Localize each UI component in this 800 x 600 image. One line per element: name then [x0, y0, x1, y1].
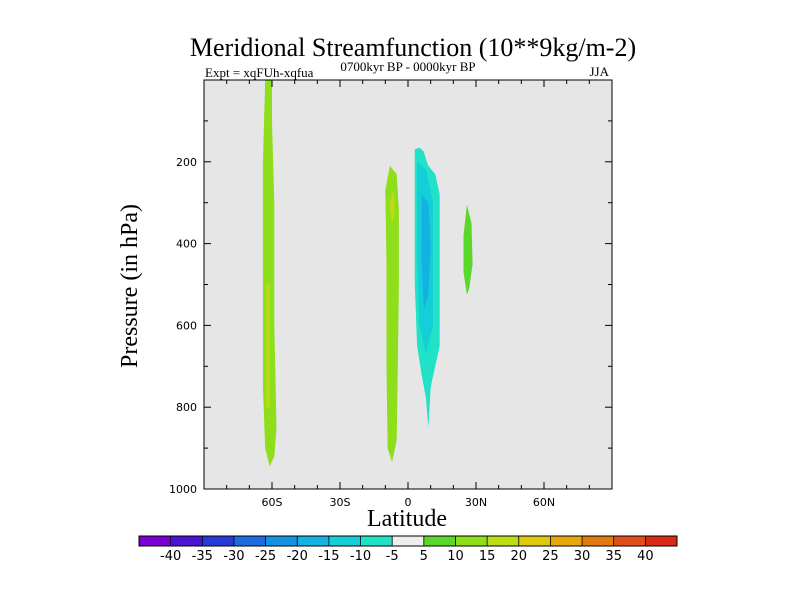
y-axis-label: Pressure (in hPa)	[117, 204, 143, 368]
contour-region-4	[463, 204, 473, 295]
x-axis: 60S 30S 0 30N 60N	[203, 80, 613, 509]
contour-layer	[262, 80, 473, 467]
colorbar-swatch	[202, 536, 235, 546]
colorbar-swatch	[423, 536, 456, 546]
colorbar-level-label: -20	[287, 549, 308, 564]
colorbar-level-label: 30	[574, 549, 591, 564]
x-tick-label: 30S	[330, 496, 351, 509]
colorbar-level-label: 15	[479, 549, 496, 564]
colorbar-level-label: -40	[160, 549, 181, 564]
colorbar-swatch	[518, 536, 551, 546]
colorbar-level-label: 5	[420, 549, 428, 564]
y-tick-label: 600	[176, 319, 197, 332]
y-tick-label: 200	[176, 156, 197, 169]
colorbar-level-label: -5	[386, 549, 399, 564]
colorbar-swatch	[139, 536, 171, 546]
chart-title: Meridional Streamfunction (10**9kg/m-2)	[190, 33, 636, 62]
colorbar-level-label: -10	[350, 549, 371, 564]
colorbar-level-label: 20	[510, 549, 527, 564]
period-label: 0700kyr BP - 0000kyr BP	[340, 59, 475, 74]
colorbar-swatch	[550, 536, 583, 546]
colorbar-swatch	[392, 536, 425, 546]
colorbar-level-label: 25	[542, 549, 559, 564]
colorbar-swatch	[582, 536, 615, 546]
colorbar-level-label: 10	[447, 549, 464, 564]
colorbar-level-label: -25	[255, 549, 276, 564]
x-tick-label: 60S	[262, 496, 283, 509]
colorbar-swatch	[645, 536, 678, 546]
colorbar-swatch	[455, 536, 488, 546]
colorbar-swatch	[297, 536, 330, 546]
colorbar-level-label: -15	[318, 549, 339, 564]
colorbar-swatch	[328, 536, 361, 546]
colorbar-swatch	[613, 536, 646, 546]
x-axis-label: Latitude	[367, 506, 447, 532]
experiment-label: Expt = xqFUh-xqfua	[205, 65, 314, 80]
contour-core-1-1	[266, 284, 270, 408]
colorbar-swatch	[360, 536, 393, 546]
colorbar-swatch	[487, 536, 520, 546]
y-tick-label: 400	[176, 238, 197, 251]
colorbar-frame	[138, 535, 678, 547]
colorbar-level-label: -35	[192, 549, 213, 564]
colorbar-swatch	[170, 536, 203, 546]
x-tick-label: 60N	[533, 496, 555, 509]
colorbar-swatch	[233, 536, 266, 546]
colorbar-level-label: 35	[605, 549, 622, 564]
x-tick-label: 0	[405, 496, 412, 509]
x-tick-label: 30N	[465, 496, 487, 509]
y-tick-label: 1000	[169, 483, 197, 496]
y-axis: 200 400 600 800 1000	[169, 120, 612, 496]
contour-region-2	[385, 165, 399, 463]
colorbar-level-label: -30	[223, 549, 244, 564]
season-label: JJA	[589, 64, 609, 79]
contour-core-2-1	[389, 190, 395, 224]
contour-core-3-2	[421, 194, 431, 309]
colorbar-level-label: 40	[637, 549, 654, 564]
colorbar: -40 -35 -30 -25 -20 -15 -10 -5 5 10 15 20 25 30 35 40	[138, 535, 678, 564]
colorbar-swatch	[265, 536, 298, 546]
y-tick-label: 800	[176, 401, 197, 414]
